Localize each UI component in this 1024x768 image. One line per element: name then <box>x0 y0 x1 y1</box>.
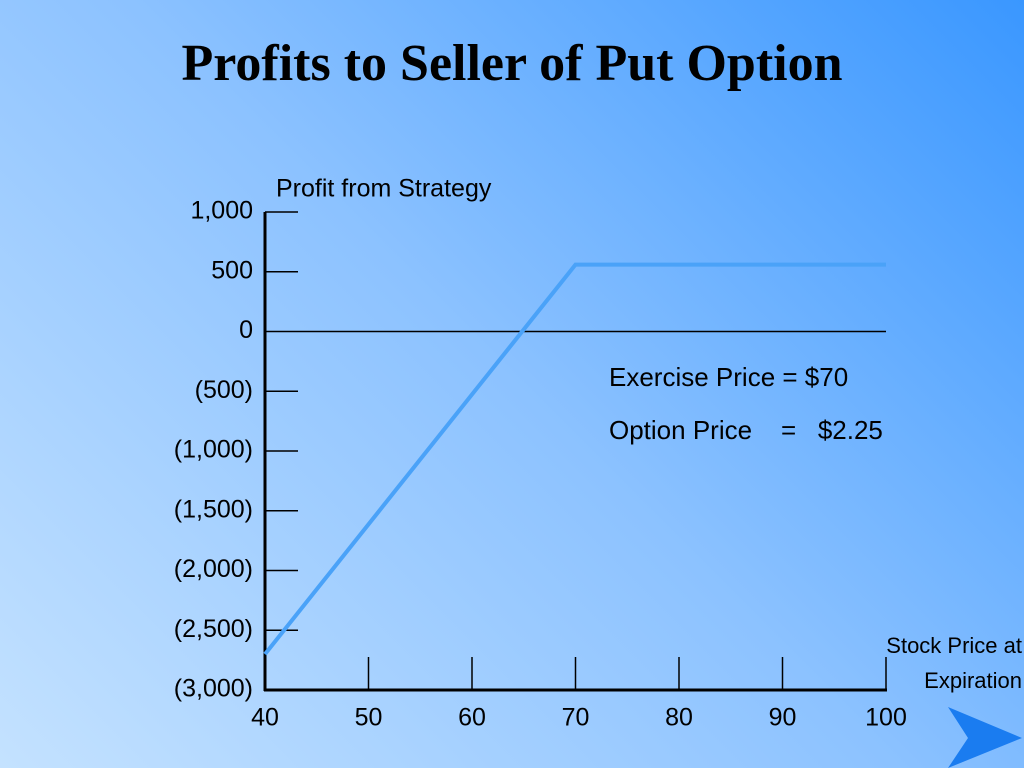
y-tick-label: (2,000) <box>174 555 253 583</box>
y-tick-label: (3,000) <box>174 675 253 703</box>
x-tick-label: 40 <box>251 704 279 732</box>
y-tick-label: 1,000 <box>190 197 253 225</box>
x-axis-label: Stock Price at Expiration <box>886 633 1022 693</box>
arrow-icon <box>948 707 1022 768</box>
x-tick-label: 70 <box>562 704 590 732</box>
chart-title: Profits to Seller of Put Option <box>181 35 842 92</box>
x-tick-label: 100 <box>865 704 907 732</box>
x-tick-label: 60 <box>458 704 486 732</box>
x-tick-label: 90 <box>769 704 797 732</box>
y-tick-label: 0 <box>239 316 253 344</box>
y-tick-label: (1,000) <box>174 436 253 464</box>
annotation: Exercise Price = $70 <box>609 362 848 392</box>
y-tick-label: 500 <box>211 256 253 284</box>
profit-line <box>263 262 886 656</box>
y-tick-label: (500) <box>195 376 253 404</box>
x-tick-label: 80 <box>665 704 693 732</box>
y-tick-label: (1,500) <box>174 495 253 523</box>
annotation: Option Price = $2.25 <box>609 415 883 445</box>
y-axis-label: Profit from Strategy <box>276 175 492 203</box>
y-tick-label: (2,500) <box>174 615 253 643</box>
x-tick-label: 50 <box>355 704 383 732</box>
